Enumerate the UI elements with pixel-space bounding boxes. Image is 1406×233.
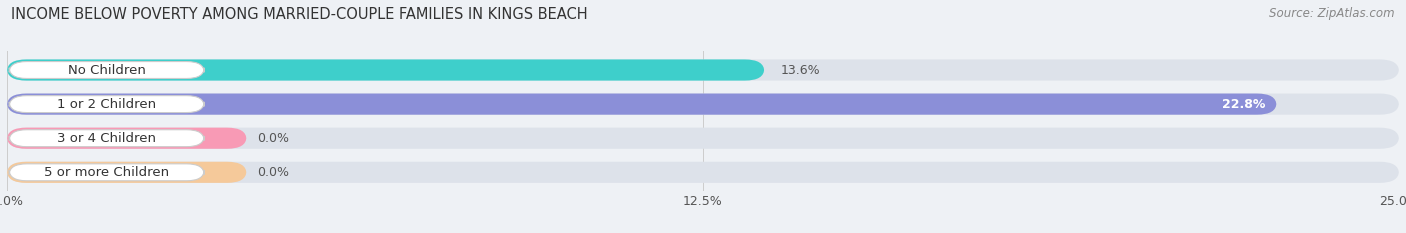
- FancyBboxPatch shape: [7, 128, 246, 149]
- FancyBboxPatch shape: [7, 93, 1277, 115]
- FancyBboxPatch shape: [7, 162, 1399, 183]
- Text: 3 or 4 Children: 3 or 4 Children: [58, 132, 156, 145]
- FancyBboxPatch shape: [7, 59, 765, 81]
- FancyBboxPatch shape: [10, 96, 204, 113]
- Text: 0.0%: 0.0%: [257, 166, 290, 179]
- Text: INCOME BELOW POVERTY AMONG MARRIED-COUPLE FAMILIES IN KINGS BEACH: INCOME BELOW POVERTY AMONG MARRIED-COUPL…: [11, 7, 588, 22]
- Text: 5 or more Children: 5 or more Children: [44, 166, 169, 179]
- FancyBboxPatch shape: [10, 62, 204, 79]
- Text: Source: ZipAtlas.com: Source: ZipAtlas.com: [1270, 7, 1395, 20]
- Text: 22.8%: 22.8%: [1222, 98, 1265, 111]
- FancyBboxPatch shape: [10, 130, 204, 147]
- FancyBboxPatch shape: [7, 93, 1399, 115]
- Text: 13.6%: 13.6%: [780, 64, 821, 76]
- Text: No Children: No Children: [67, 64, 146, 76]
- Text: 1 or 2 Children: 1 or 2 Children: [58, 98, 156, 111]
- FancyBboxPatch shape: [7, 162, 246, 183]
- FancyBboxPatch shape: [10, 164, 204, 181]
- Text: 0.0%: 0.0%: [257, 132, 290, 145]
- FancyBboxPatch shape: [7, 59, 1399, 81]
- FancyBboxPatch shape: [7, 128, 1399, 149]
